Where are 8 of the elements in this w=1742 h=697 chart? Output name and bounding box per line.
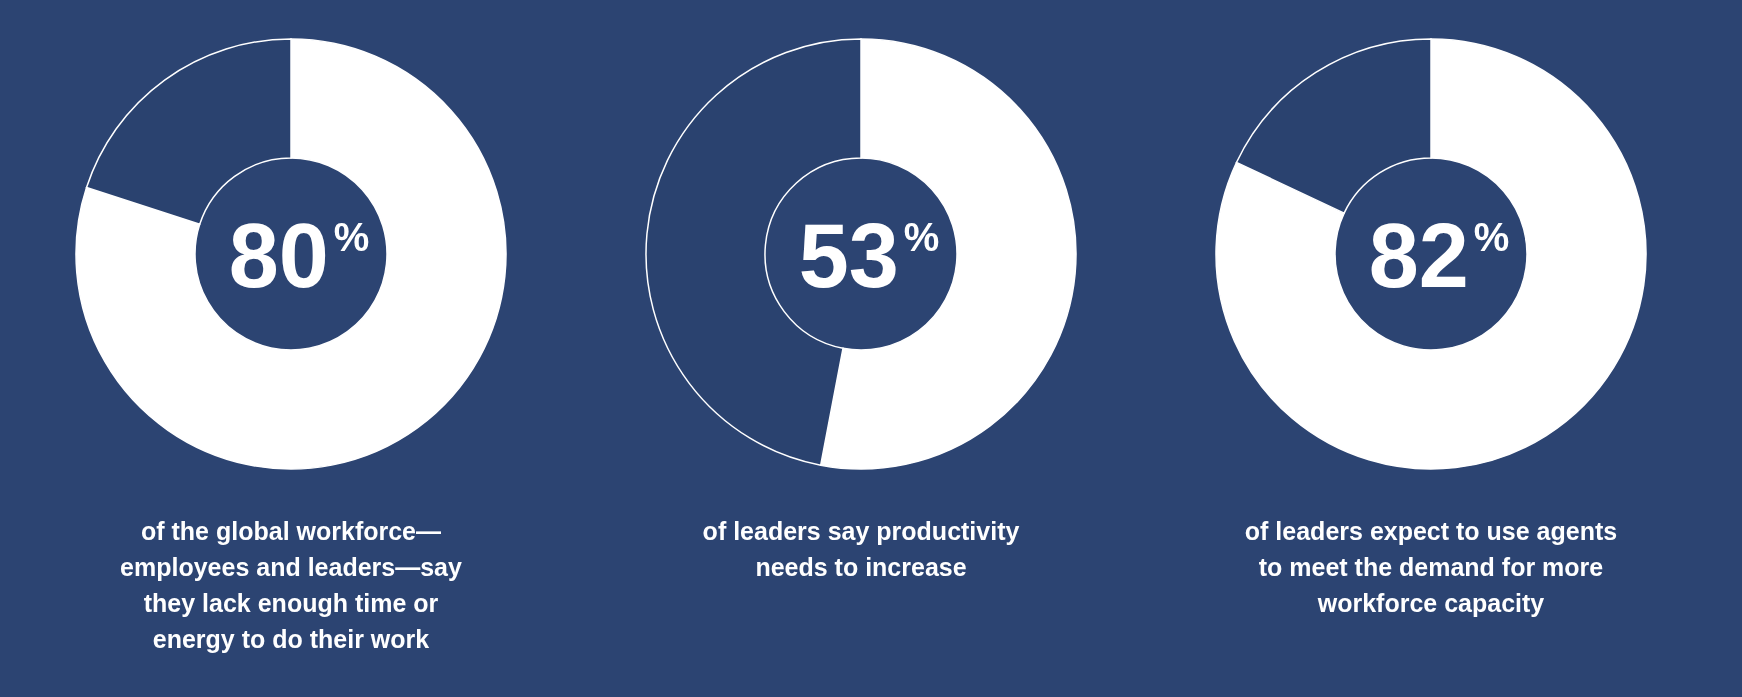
data-label: 82% <box>1368 206 1510 306</box>
donut-slice <box>1215 38 1647 470</box>
data-label: 53% <box>798 206 940 306</box>
text: of the global workforce—employees and leaders—say they lack enough time or energy to do their work <box>120 517 463 653</box>
donut-slice <box>75 38 507 470</box>
text: of leaders say productivity needs to increase <box>702 517 1020 581</box>
data-label: 80% <box>228 206 370 306</box>
text: of leaders expect to use agents to meet the demand for more workforce capacity <box>1244 517 1618 617</box>
